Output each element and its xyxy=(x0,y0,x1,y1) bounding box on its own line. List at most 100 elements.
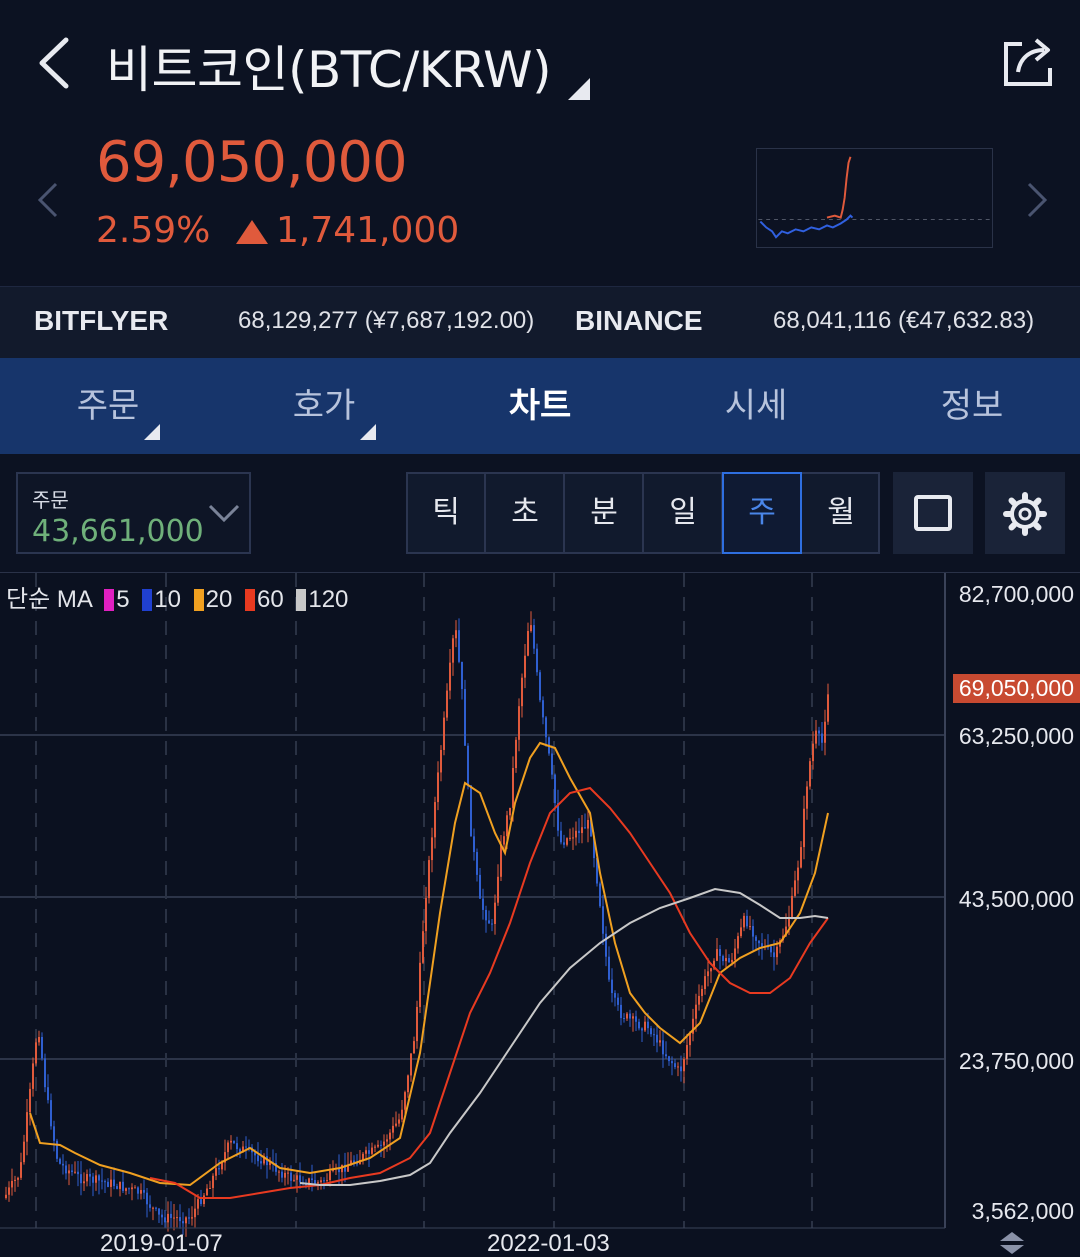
chart-grid xyxy=(0,573,945,1228)
candle-body xyxy=(614,993,616,998)
back-icon[interactable] xyxy=(30,32,80,94)
candle-body xyxy=(146,1192,148,1205)
candle-body xyxy=(350,1160,352,1166)
candle-body xyxy=(131,1187,133,1190)
candle-body xyxy=(752,926,754,937)
candle-body xyxy=(380,1144,382,1146)
candle-body xyxy=(239,1149,241,1153)
mini-chart[interactable] xyxy=(756,148,993,248)
candle-body xyxy=(785,926,787,936)
candle-body xyxy=(437,772,439,803)
up-triangle-icon xyxy=(236,220,268,244)
period-week[interactable]: 주 xyxy=(722,472,802,554)
legend-label-20: 20 xyxy=(205,586,233,613)
fullscreen-button[interactable] xyxy=(893,472,973,554)
tab-orderbook[interactable]: 호가 xyxy=(216,358,432,454)
candle-body xyxy=(689,1033,691,1046)
candle-body xyxy=(713,960,715,969)
candle-body xyxy=(197,1199,199,1209)
candle-body xyxy=(740,927,742,937)
candle-body xyxy=(62,1163,64,1166)
candle-body xyxy=(821,733,823,743)
candle-body xyxy=(311,1178,313,1181)
candle-body xyxy=(521,677,523,707)
ma-legend: 단순 MA 5 10 20 60 120 xyxy=(6,579,348,614)
candle-body xyxy=(257,1155,259,1162)
price-chart[interactable]: 단순 MA 5 10 20 60 120 82,700,000 69,050,0… xyxy=(0,572,1080,1257)
tab-order[interactable]: 주문 xyxy=(0,358,216,454)
candle-body xyxy=(602,906,604,934)
candle-body xyxy=(284,1172,286,1178)
tab-chart[interactable]: 차트 xyxy=(432,358,648,454)
tab-quotes[interactable]: 시세 xyxy=(648,358,864,454)
candle-body xyxy=(506,815,508,837)
order-select[interactable]: 주문 43,661,000 xyxy=(16,472,251,554)
candle-body xyxy=(692,1018,694,1034)
page-title[interactable]: 비트코인(BTC/KRW) xyxy=(106,41,552,99)
candle-body xyxy=(269,1162,271,1166)
candle-body xyxy=(275,1162,277,1172)
candle-body xyxy=(470,785,472,837)
candle-body xyxy=(92,1176,94,1183)
exchange-prices: BITFLYER 68,129,277 (¥7,687,192.00) BINA… xyxy=(0,286,1080,358)
period-month[interactable]: 월 xyxy=(827,495,855,530)
prev-arrow-icon[interactable] xyxy=(36,180,60,220)
candlestick-plot[interactable] xyxy=(0,573,1080,1257)
candle-body xyxy=(377,1144,379,1147)
candle-body xyxy=(728,958,730,963)
candle-body xyxy=(362,1153,364,1160)
settings-button[interactable] xyxy=(985,472,1065,554)
candle-body xyxy=(482,898,484,910)
tab-quotes-label: 시세 xyxy=(724,386,788,426)
candle-body xyxy=(212,1175,214,1188)
ma120-line xyxy=(299,887,829,1186)
candle-body xyxy=(695,1004,697,1019)
candle-body xyxy=(158,1208,160,1215)
candle-body xyxy=(731,959,733,963)
price-summary: 69,050,000 2.59% 1,741,000 xyxy=(0,120,1080,286)
candle-body xyxy=(143,1190,145,1193)
period-minute[interactable]: 분 xyxy=(566,474,644,552)
ma60-line xyxy=(149,786,829,1199)
candle-body xyxy=(536,648,538,673)
candle-body xyxy=(281,1171,283,1178)
candle-body xyxy=(395,1123,397,1126)
square-icon xyxy=(914,495,952,531)
candle-body xyxy=(551,753,553,775)
dropdown-triangle-icon[interactable] xyxy=(568,78,590,100)
candle-body xyxy=(206,1188,208,1196)
candle-body xyxy=(719,949,721,957)
candle-body xyxy=(461,661,463,690)
candle-body xyxy=(755,936,757,941)
candle-body xyxy=(725,958,727,962)
candle-body xyxy=(179,1217,181,1222)
next-arrow-icon[interactable] xyxy=(1025,180,1049,220)
candle-body xyxy=(698,995,700,1005)
scroll-handle-icon[interactable] xyxy=(996,1230,1028,1256)
candle-body xyxy=(230,1140,232,1143)
candle-body xyxy=(224,1152,226,1163)
legend-swatch-60 xyxy=(244,589,255,611)
tab-info[interactable]: 정보 xyxy=(864,358,1080,454)
candle-body xyxy=(527,631,529,656)
candle-body xyxy=(701,988,703,996)
candle-body xyxy=(23,1141,25,1163)
candle-body xyxy=(80,1174,82,1184)
period-second[interactable]: 초 xyxy=(487,474,565,552)
period-day[interactable]: 일 xyxy=(645,474,723,552)
candle-body xyxy=(761,943,763,947)
candle-body xyxy=(704,976,706,989)
candle-body xyxy=(374,1146,376,1148)
candle-body xyxy=(722,956,724,962)
candle-body xyxy=(14,1179,16,1181)
candle-body xyxy=(611,979,613,994)
share-icon[interactable] xyxy=(1000,34,1056,90)
legend-label-10: 10 xyxy=(154,586,181,613)
candle-body xyxy=(806,786,808,809)
candle-body xyxy=(458,630,460,662)
period-tick[interactable]: 틱 xyxy=(408,474,486,552)
candle-body xyxy=(164,1217,166,1223)
candle-body xyxy=(11,1180,13,1188)
candle-body xyxy=(776,946,778,958)
candle-body xyxy=(593,836,595,859)
